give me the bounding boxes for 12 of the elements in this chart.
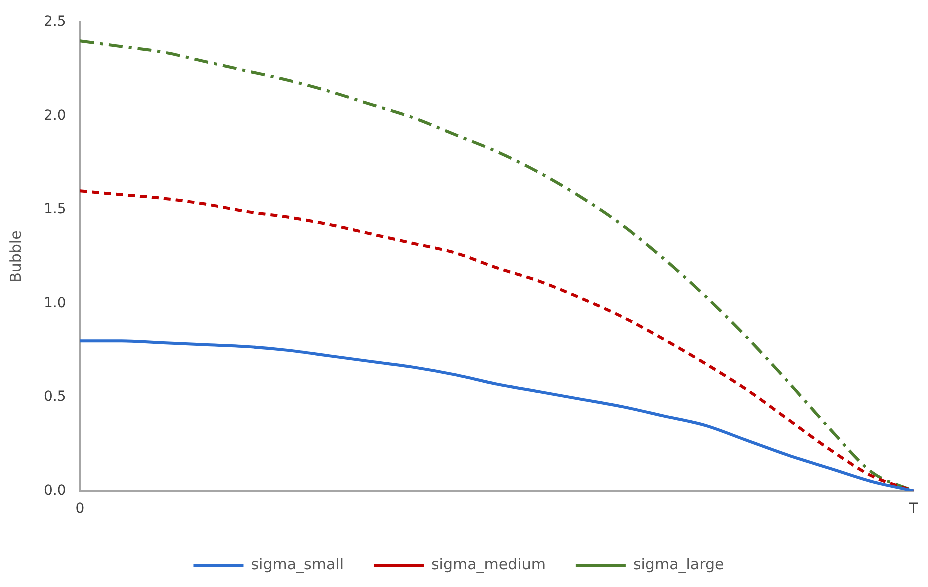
y-tick-label: 2.5 xyxy=(44,14,66,30)
legend-label: sigma_medium xyxy=(431,555,546,574)
x-tick-label: T xyxy=(908,501,918,518)
y-tick-label: 0.0 xyxy=(44,482,66,499)
y-tick-label: 1.0 xyxy=(44,295,66,312)
legend-label: sigma_small xyxy=(251,555,344,574)
y-axis-title: Bubble xyxy=(6,230,25,283)
y-tick-label: 1.5 xyxy=(44,202,66,218)
y-tick-label: 0.5 xyxy=(44,389,66,406)
x-tick-label: 0 xyxy=(76,501,85,518)
legend-label: sigma_large xyxy=(633,555,724,574)
y-tick-label: 2.0 xyxy=(44,108,66,124)
